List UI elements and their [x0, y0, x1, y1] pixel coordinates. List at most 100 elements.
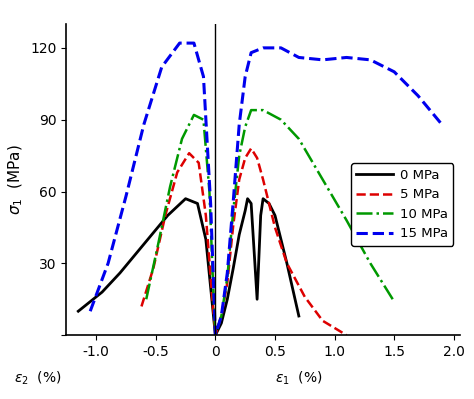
0 MPa	[141, 242, 146, 247]
0 MPa	[258, 213, 264, 218]
10 MPa	[219, 314, 224, 318]
10 MPa	[201, 117, 206, 122]
10 MPa	[260, 108, 266, 113]
15 MPa	[344, 55, 349, 60]
0 MPa	[248, 201, 254, 206]
0 MPa	[225, 297, 230, 302]
0 MPa	[87, 299, 93, 304]
15 MPa	[212, 333, 218, 338]
0 MPa	[230, 266, 236, 271]
10 MPa	[242, 124, 248, 129]
Line: 0 MPa: 0 MPa	[78, 199, 299, 335]
0 MPa	[260, 196, 266, 201]
5 MPa	[219, 314, 224, 318]
15 MPa	[415, 93, 421, 98]
0 MPa	[219, 321, 224, 326]
10 MPa	[237, 153, 242, 158]
15 MPa	[230, 199, 236, 203]
Text: $\varepsilon_1$  (%): $\varepsilon_1$ (%)	[275, 369, 322, 387]
15 MPa	[159, 65, 164, 69]
5 MPa	[284, 261, 290, 266]
15 MPa	[260, 45, 266, 50]
0 MPa	[183, 196, 189, 201]
0 MPa	[237, 232, 242, 237]
15 MPa	[367, 57, 373, 62]
5 MPa	[225, 280, 230, 285]
Y-axis label: $\sigma_1$  (MPa): $\sigma_1$ (MPa)	[6, 144, 25, 215]
5 MPa	[248, 146, 254, 151]
15 MPa	[248, 50, 254, 55]
5 MPa	[344, 333, 349, 338]
15 MPa	[87, 309, 93, 314]
10 MPa	[320, 177, 326, 182]
15 MPa	[177, 41, 182, 45]
15 MPa	[141, 122, 146, 127]
5 MPa	[163, 213, 168, 218]
Legend: 0 MPa, 5 MPa, 10 MPa, 15 MPa: 0 MPa, 5 MPa, 10 MPa, 15 MPa	[351, 163, 453, 246]
5 MPa	[254, 156, 260, 160]
10 MPa	[207, 189, 212, 194]
10 MPa	[144, 297, 149, 302]
5 MPa	[138, 304, 144, 309]
0 MPa	[75, 309, 81, 314]
15 MPa	[237, 122, 242, 127]
Line: 15 MPa: 15 MPa	[90, 43, 442, 335]
15 MPa	[296, 55, 301, 60]
0 MPa	[278, 237, 284, 242]
0 MPa	[272, 213, 278, 218]
15 MPa	[219, 314, 224, 318]
0 MPa	[117, 271, 123, 275]
10 MPa	[225, 275, 230, 280]
15 MPa	[392, 69, 397, 74]
5 MPa	[237, 177, 242, 182]
15 MPa	[105, 261, 111, 266]
5 MPa	[186, 151, 192, 156]
0 MPa	[195, 201, 201, 206]
15 MPa	[278, 45, 284, 50]
15 MPa	[191, 41, 197, 45]
0 MPa	[284, 261, 290, 266]
10 MPa	[296, 136, 301, 141]
10 MPa	[155, 242, 161, 247]
5 MPa	[203, 213, 209, 218]
0 MPa	[212, 333, 218, 338]
0 MPa	[209, 297, 215, 302]
0 MPa	[245, 196, 250, 201]
10 MPa	[212, 333, 218, 338]
15 MPa	[201, 74, 206, 79]
5 MPa	[260, 177, 266, 182]
15 MPa	[242, 74, 248, 79]
5 MPa	[302, 294, 308, 299]
10 MPa	[167, 184, 173, 189]
5 MPa	[196, 160, 201, 165]
15 MPa	[320, 57, 326, 62]
0 MPa	[266, 201, 272, 206]
10 MPa	[210, 280, 216, 285]
0 MPa	[165, 213, 171, 218]
10 MPa	[191, 113, 197, 117]
0 MPa	[99, 290, 105, 294]
10 MPa	[230, 208, 236, 213]
10 MPa	[392, 299, 397, 304]
15 MPa	[225, 271, 230, 275]
15 MPa	[123, 194, 129, 199]
15 MPa	[439, 122, 445, 127]
Text: $\varepsilon_2$  (%): $\varepsilon_2$ (%)	[14, 369, 62, 387]
5 MPa	[174, 170, 180, 175]
15 MPa	[208, 201, 213, 206]
5 MPa	[212, 333, 218, 338]
5 MPa	[320, 318, 326, 323]
5 MPa	[242, 156, 248, 160]
Line: 10 MPa: 10 MPa	[146, 110, 394, 335]
5 MPa	[151, 266, 156, 271]
0 MPa	[296, 314, 301, 318]
0 MPa	[254, 297, 260, 302]
0 MPa	[242, 208, 248, 213]
5 MPa	[209, 290, 215, 294]
10 MPa	[248, 108, 254, 113]
5 MPa	[272, 225, 278, 230]
Line: 5 MPa: 5 MPa	[141, 148, 346, 335]
0 MPa	[203, 237, 209, 242]
10 MPa	[344, 218, 349, 223]
5 MPa	[230, 223, 236, 227]
